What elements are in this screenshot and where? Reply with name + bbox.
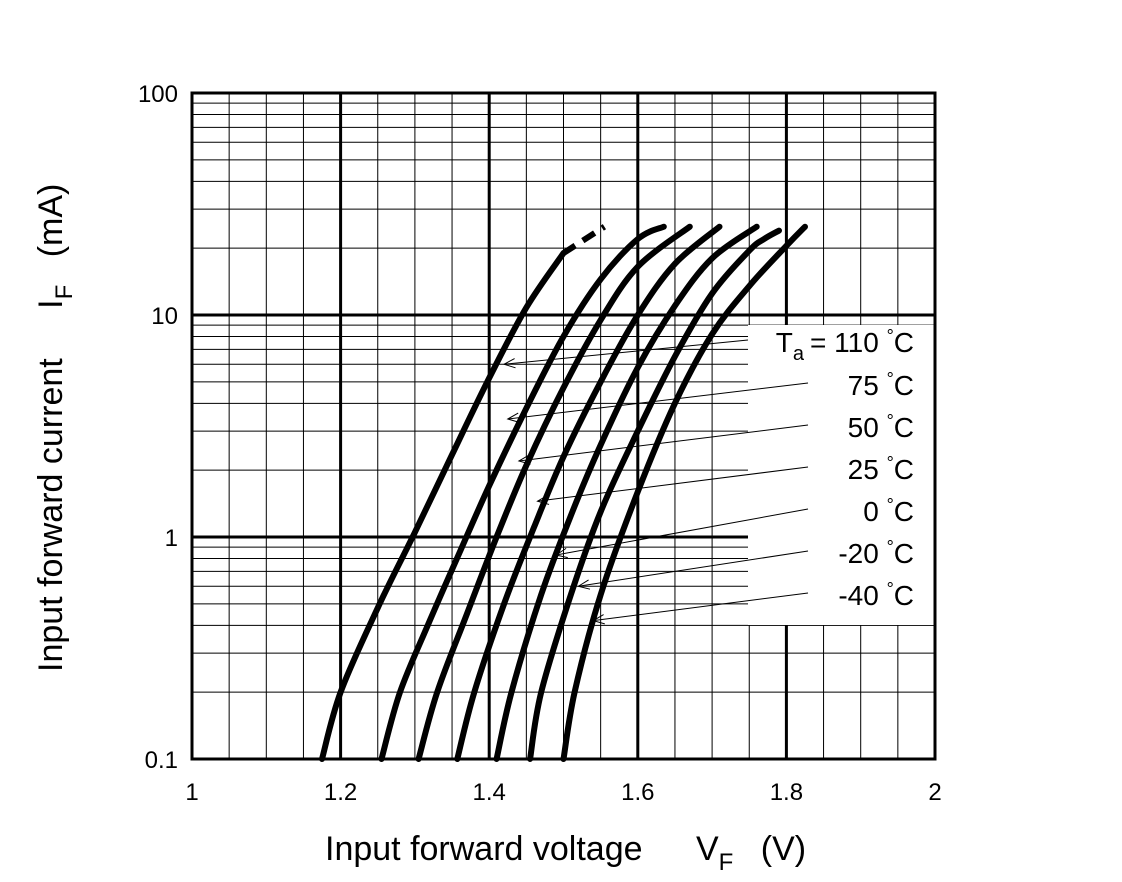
- legend-degree: °: [887, 495, 894, 515]
- x-tick-label: 1.8: [770, 779, 803, 806]
- y-axis-label-text: Input forward current: [32, 358, 70, 672]
- series-curve: [454, 223, 723, 762]
- legend-label: 75 °C: [848, 369, 914, 401]
- series-curves: [319, 223, 808, 762]
- legend-unit: C: [894, 454, 914, 485]
- legend-label: 0 °C: [863, 495, 914, 527]
- series-curve: [527, 227, 782, 762]
- legend-leader-line: [504, 339, 749, 365]
- legend-arrowhead: [506, 412, 520, 423]
- legend-leader-line: [537, 466, 809, 502]
- legend-degree: °: [887, 537, 894, 557]
- legend-leader-line: [555, 508, 809, 556]
- x-tick-label: 1.6: [621, 779, 654, 806]
- legend-label: -20 °C: [838, 537, 914, 569]
- legend-value: -40: [838, 580, 886, 611]
- legend-degree: °: [887, 579, 894, 599]
- legend-label: Ta = 110 °C: [776, 326, 914, 365]
- legend-value: 0: [863, 496, 886, 527]
- legend-label: -40 °C: [838, 579, 914, 611]
- legend-arrowhead: [536, 494, 550, 505]
- legend-unit: C: [894, 496, 914, 527]
- x-tick-label: 1: [185, 779, 198, 806]
- plot-frame: [190, 91, 937, 761]
- y-tick-label: 10: [151, 303, 178, 330]
- legend-degree: °: [887, 369, 894, 389]
- x-tick-labels: 1 1.2 1.4 1.6 1.8 2: [185, 779, 941, 806]
- y-tick-label: 0.1: [145, 747, 178, 774]
- series-curve: [378, 223, 667, 762]
- legend-prefix: T: [776, 327, 793, 358]
- legend-prefix-subscript: a: [793, 343, 805, 365]
- legend-value: 110: [834, 327, 886, 358]
- legend-leader-line: [518, 424, 809, 462]
- y-tick-labels: 0.1 1 10 100: [138, 81, 178, 774]
- legend-value: 50: [848, 412, 887, 443]
- legend-arrowhead: [554, 547, 568, 559]
- series-curve: [560, 223, 808, 762]
- legend-value: 75: [848, 370, 887, 401]
- x-axis-label: Input forward voltage VF (V): [325, 830, 806, 878]
- x-axis-symbol-subscript: F: [719, 849, 734, 876]
- legend-unit: C: [894, 327, 914, 358]
- legend-label: 50 °C: [848, 411, 914, 443]
- y-tick-label: 100: [138, 81, 178, 108]
- x-tick-label: 2: [928, 779, 941, 806]
- series-curve: [493, 223, 760, 762]
- x-tick-label: 1.2: [324, 779, 357, 806]
- x-axis-unit: (V): [761, 830, 806, 868]
- y-axis-unit: (mA): [32, 184, 70, 258]
- legend-unit: C: [894, 580, 914, 611]
- legend-leader-line: [593, 592, 809, 622]
- legend-unit: C: [894, 370, 914, 401]
- legend-leader-line: [578, 550, 809, 587]
- y-axis-label: Input forward current IF (mA): [32, 184, 80, 672]
- legend-arrowhead: [502, 358, 516, 369]
- x-axis-label-text: Input forward voltage: [325, 830, 643, 868]
- series-curve-dashed: [561, 224, 607, 256]
- legend: Ta = 110 °C75 °C50 °C25 °C0 °C-20 °C-40 °…: [502, 325, 934, 625]
- y-axis-symbol-subscript: F: [51, 285, 78, 300]
- legend-degree: °: [887, 326, 894, 346]
- legend-label: 25 °C: [848, 453, 914, 485]
- legend-unit: C: [894, 412, 914, 443]
- series-curve: [415, 223, 693, 762]
- legend-degree: °: [887, 411, 894, 431]
- y-tick-label: 1: [165, 525, 178, 552]
- y-axis-symbol: I: [32, 299, 70, 308]
- legend-leader-line: [507, 382, 809, 420]
- series-curve: [319, 250, 567, 762]
- legend-degree: °: [887, 453, 894, 473]
- legend-unit: C: [894, 538, 914, 569]
- legend-background: [748, 325, 934, 625]
- legend-value: -20: [838, 538, 886, 569]
- legend-arrowhead: [591, 614, 605, 625]
- legend-arrowhead: [577, 579, 591, 590]
- x-axis-symbol: V: [696, 830, 719, 868]
- legend-value: 25: [848, 454, 887, 485]
- x-tick-label: 1.4: [473, 779, 506, 806]
- legend-prefix-eq: =: [810, 327, 834, 358]
- legend-arrowhead: [517, 454, 531, 465]
